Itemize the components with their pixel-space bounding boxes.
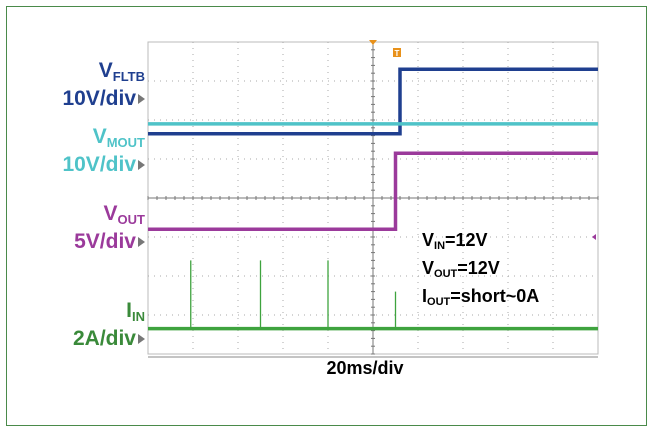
ch3-marker-icon <box>138 237 145 248</box>
annotation-vin-rest: =12V <box>445 230 488 250</box>
ch3-scale: 5V/div <box>74 230 136 253</box>
ch1-label: VFLTB 10V/div <box>62 60 145 110</box>
ch1-name: V <box>98 59 113 82</box>
ch4-label: IIN 2A/div <box>73 300 145 350</box>
ch4-scale: 2A/div <box>72 327 136 350</box>
annotation-vin: VIN=12V <box>422 230 488 252</box>
annotation-iout-sub: OUT <box>427 296 451 308</box>
ch4-name: I <box>126 299 132 322</box>
annotation-iout-rest: =short~0A <box>450 286 540 306</box>
ch4-marker-icon <box>138 334 145 345</box>
trigger-level-icon <box>592 234 596 240</box>
annotation-vout-rest: =12V <box>457 258 500 278</box>
ch2-scale: 10V/div <box>62 153 136 176</box>
ch4-subscript: IN <box>132 309 145 324</box>
ch3-name: V <box>103 202 118 225</box>
ch2-subscript: MOUT <box>106 135 145 150</box>
ch2-label: VMOUT 10V/div <box>62 126 145 176</box>
annotation-iout-main: I <box>422 286 428 306</box>
figure-frame <box>6 6 647 426</box>
annotation-iout: IOUT=short~0A <box>422 286 539 308</box>
ch1-scale: 10V/div <box>62 87 136 110</box>
trigger-marker-label: T <box>395 49 400 58</box>
ch1-subscript: FLTB <box>112 69 145 84</box>
annotation-vin-main: V <box>422 230 435 250</box>
annotation-vout-main: V <box>422 258 435 278</box>
annotation-vout: VOUT=12V <box>422 258 500 280</box>
ch2-marker-icon <box>138 160 145 171</box>
trigger-marker-icon <box>393 48 401 57</box>
trace-1 <box>148 67 598 136</box>
trace-3 <box>148 151 598 231</box>
ch3-subscript: OUT <box>117 212 145 227</box>
annotation-vin-sub: IN <box>434 240 446 252</box>
timebase-label: 20ms/div <box>326 358 404 378</box>
annotation-vout-sub: OUT <box>434 268 458 280</box>
ch2-name: V <box>92 125 107 148</box>
ch1-marker-icon <box>138 94 145 105</box>
ch3-label: VOUT 5V/div <box>74 203 145 253</box>
trigger-position-icon <box>369 40 377 45</box>
